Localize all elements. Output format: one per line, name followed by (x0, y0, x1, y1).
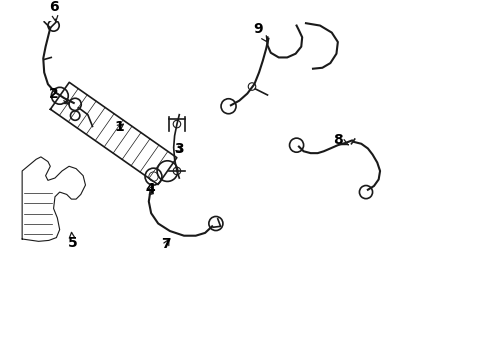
Text: 1: 1 (114, 120, 124, 134)
Text: 7: 7 (161, 237, 171, 251)
Text: 2: 2 (49, 87, 69, 104)
Text: 4: 4 (145, 183, 155, 197)
Text: 8: 8 (332, 133, 347, 147)
Text: 5: 5 (67, 232, 77, 250)
Text: 6: 6 (49, 0, 59, 21)
Text: 3: 3 (173, 142, 183, 156)
Text: 9: 9 (253, 22, 266, 42)
